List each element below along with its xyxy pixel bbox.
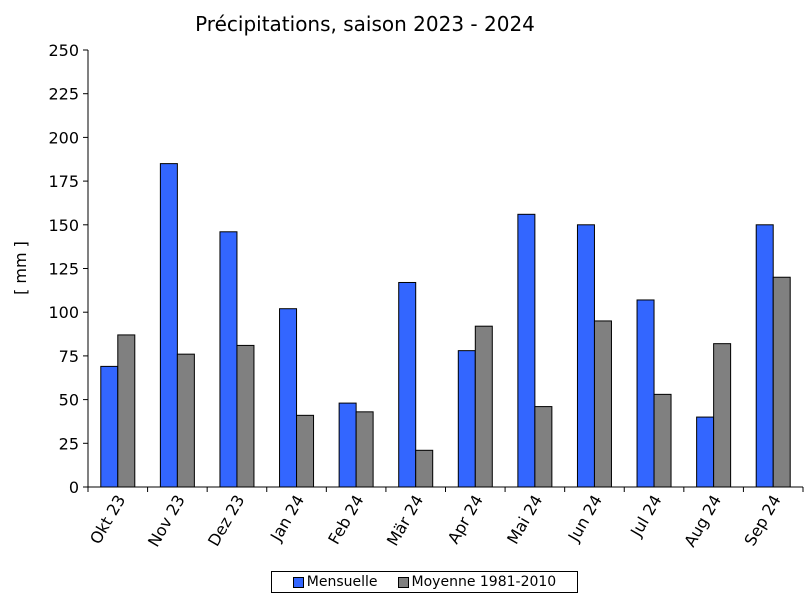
bar-monthly xyxy=(576,224,595,488)
legend-item-average: Moyenne 1981-2010 xyxy=(397,574,557,590)
legend-label-monthly: Mensuelle xyxy=(306,574,378,590)
legend-item-monthly: Mensuelle xyxy=(292,574,378,590)
y-tick-label: 75 xyxy=(59,347,79,366)
y-tick-label: 25 xyxy=(59,434,79,453)
x-tick-label: Jun 24 xyxy=(564,492,606,546)
bar-average xyxy=(176,353,195,488)
y-tick-label: 175 xyxy=(48,172,79,191)
bar-average xyxy=(117,334,136,488)
bar-average xyxy=(355,411,374,488)
bar-monthly xyxy=(398,281,417,488)
legend: Mensuelle Moyenne 1981-2010 xyxy=(271,571,578,593)
bar-average xyxy=(415,449,434,488)
legend-swatch-average xyxy=(397,576,409,588)
bar-average xyxy=(534,406,553,488)
bars xyxy=(100,163,791,488)
bar-monthly xyxy=(219,231,238,488)
y-axis-ticks: 0 25 50 75 100 125 150 175 200 225 250 xyxy=(48,41,88,497)
bar-monthly xyxy=(338,402,357,488)
bar-average xyxy=(296,414,315,488)
legend-swatch-monthly xyxy=(292,576,304,588)
bar-average xyxy=(713,343,732,488)
bar-monthly xyxy=(279,308,298,488)
x-tick-label: Sep 24 xyxy=(740,492,784,550)
bar-average xyxy=(772,276,791,488)
bar-average xyxy=(236,344,255,488)
x-tick-label: Mai 24 xyxy=(503,492,546,548)
legend-label-average: Moyenne 1981-2010 xyxy=(411,574,557,590)
bar-monthly xyxy=(457,350,476,488)
x-tick-label: Okt 23 xyxy=(86,492,129,548)
y-axis-label: [ mm ] xyxy=(11,241,30,295)
y-tick-label: 150 xyxy=(48,216,79,235)
bar-monthly xyxy=(100,365,119,488)
y-tick-label: 0 xyxy=(69,478,79,497)
x-tick-label: Aug 24 xyxy=(680,492,725,551)
y-tick-label: 225 xyxy=(48,85,79,104)
bar-monthly xyxy=(755,224,774,488)
x-tick-label: Nov 23 xyxy=(144,492,189,551)
bar-monthly xyxy=(517,213,536,488)
x-tick-label: Feb 24 xyxy=(324,492,367,548)
bar-average xyxy=(653,393,672,488)
y-tick-label: 200 xyxy=(48,128,79,147)
y-tick-label: 50 xyxy=(59,391,79,410)
x-tick-label: Jan 24 xyxy=(266,492,308,546)
x-tick-label: Dez 23 xyxy=(204,492,248,550)
bar-average xyxy=(474,325,493,488)
x-tick-label: Mär 24 xyxy=(383,492,427,550)
y-tick-label: 100 xyxy=(48,303,79,322)
x-tick-label: Jul 24 xyxy=(626,492,665,541)
y-tick-label: 250 xyxy=(48,41,79,60)
chart-title: Précipitations, saison 2023 - 2024 xyxy=(195,12,535,36)
bar-monthly xyxy=(159,163,178,488)
bar-monthly xyxy=(636,299,655,488)
x-axis-ticks: Okt 23 Nov 23 Dez 23 Jan 24 Feb 24 Mär 24 Apr … xyxy=(86,487,804,551)
x-tick-label: Apr 24 xyxy=(444,492,487,548)
bar-average xyxy=(593,320,612,488)
bar-monthly xyxy=(696,416,715,488)
y-tick-label: 125 xyxy=(48,260,79,279)
